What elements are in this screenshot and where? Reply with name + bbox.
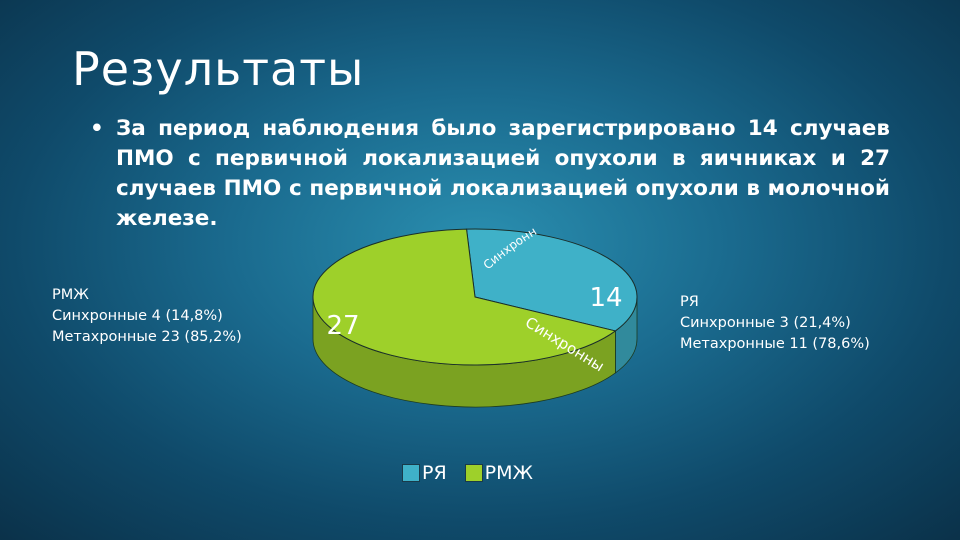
- note-rmzh-heading: РМЖ: [52, 287, 89, 303]
- bullet-mark: •: [90, 116, 104, 141]
- slide-title: Результаты: [72, 42, 365, 96]
- note-rmzh-line2: Метахронные 23 (85,2%): [52, 329, 242, 345]
- note-rya-heading: РЯ: [680, 294, 699, 310]
- bullet-text: За период наблюдения было зарегистрирова…: [116, 116, 890, 231]
- legend-label-rmzh: РМЖ: [484, 462, 533, 484]
- pie-slice-РМЖ: [312, 228, 617, 366]
- note-rya: РЯ Синхронные 3 (21,4%) Метахронные 11 (…: [680, 292, 870, 355]
- chart-legend: РЯ РМЖ: [402, 462, 551, 484]
- pie-tops: [312, 228, 638, 366]
- note-rmzh: РМЖ Синхронные 4 (14,8%) Метахронные 23 …: [52, 285, 242, 348]
- legend-item-rmzh: РМЖ: [464, 462, 533, 484]
- legend-swatch-rya: [402, 464, 420, 482]
- pie-slice-РЯ: [465, 228, 638, 332]
- note-rya-line1: Синхронные 3 (21,4%): [680, 315, 851, 331]
- legend-item-rya: РЯ: [402, 462, 447, 484]
- legend-label-rya: РЯ: [422, 462, 447, 484]
- note-rya-line2: Метахронные 11 (78,6%): [680, 336, 870, 352]
- legend-swatch-rmzh: [464, 464, 483, 482]
- data-label-rya: 14: [589, 283, 622, 313]
- bullet-paragraph: • За период наблюдения было зарегистриро…: [90, 114, 890, 234]
- data-label-rmzh: 27: [326, 311, 359, 341]
- note-rmzh-line1: Синхронные 4 (14,8%): [52, 308, 223, 324]
